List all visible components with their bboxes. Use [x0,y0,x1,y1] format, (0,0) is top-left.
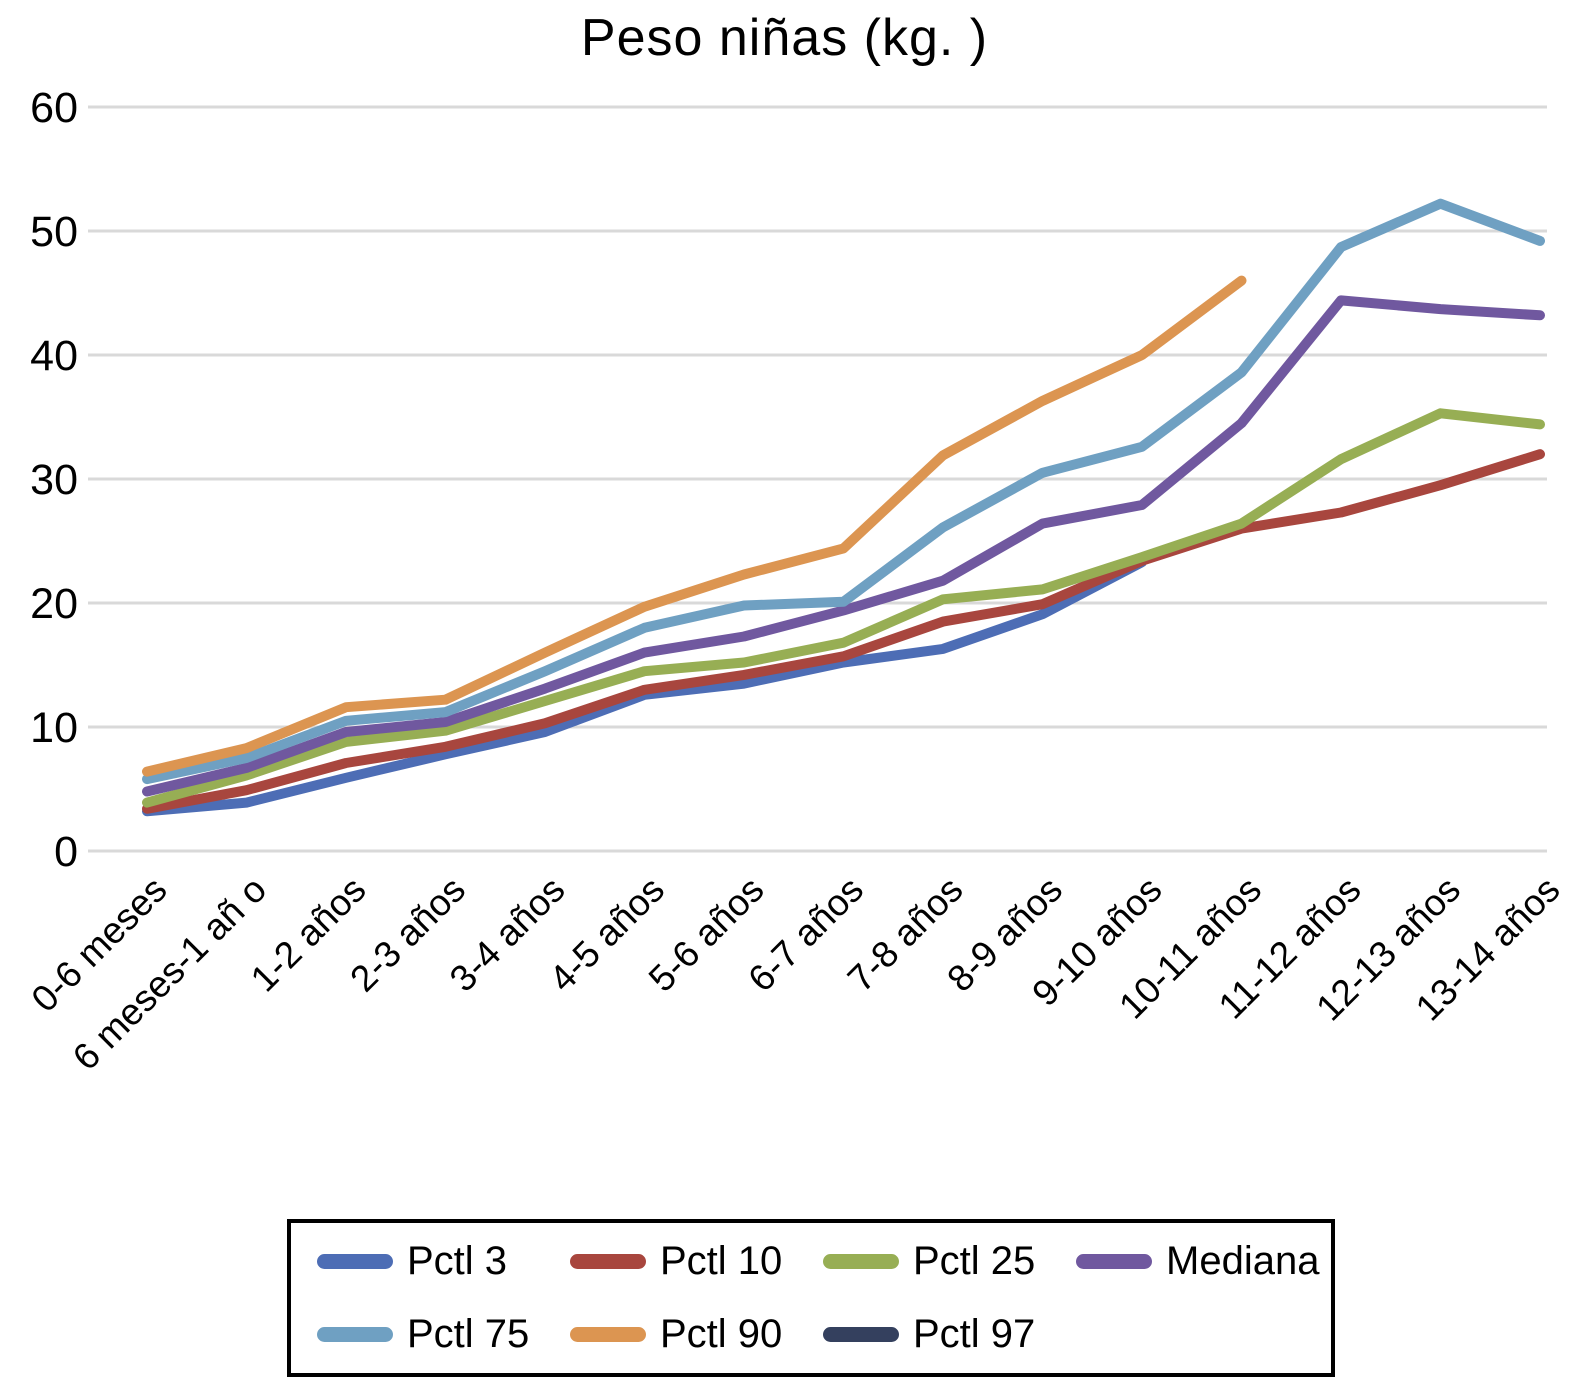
legend-item-pctl-97: Pctl 97 [823,1312,1076,1357]
legend-label: Pctl 25 [913,1239,1036,1283]
chart-title: Peso niñas (kg. ) [580,9,989,67]
legend-grid: Pctl 3 Pctl 10 Pctl 25 Mediana Pctl 75 Pctl 9… [291,1239,1331,1357]
legend-swatch-icon [823,1327,899,1342]
legend-label: Pctl 3 [407,1239,508,1283]
legend-swatch-icon [823,1254,899,1269]
legend-swatch-icon [570,1327,646,1342]
y-tick-label-10: 10 [30,704,78,752]
legend-box: Pctl 3 Pctl 10 Pctl 25 Mediana Pctl 75 Pctl 9… [287,1219,1335,1377]
legend-swatch-icon [1076,1254,1152,1269]
legend-label: Pctl 10 [660,1239,783,1283]
y-tick-label-0: 0 [54,828,78,876]
y-tick-label-60: 60 [30,84,78,132]
legend-swatch-icon [570,1254,646,1269]
legend-label: Pctl 97 [913,1312,1036,1356]
legend-label: Mediana [1166,1239,1320,1283]
series-line-pctl-10 [142,449,1545,814]
y-tick-label-20: 20 [30,580,78,628]
y-tick-label-40: 40 [30,332,78,380]
legend-item-pctl-75: Pctl 75 [317,1312,570,1357]
series-line-pctl-25 [142,408,1545,808]
series-line-mediana [142,295,1545,797]
legend-swatch-icon [317,1254,393,1269]
legend-item-mediana: Mediana [1076,1239,1329,1284]
legend-item-pctl-10: Pctl 10 [570,1239,823,1284]
legend-item-pctl-25: Pctl 25 [823,1239,1076,1284]
legend-label: Pctl 75 [407,1312,530,1356]
legend-item-pctl-90: Pctl 90 [570,1312,823,1357]
legend-label: Pctl 90 [660,1312,783,1356]
series-line-pctl-90 [142,275,1247,777]
series-line-pctl-75 [142,198,1545,785]
y-tick-label-30: 30 [30,456,78,504]
legend-swatch-icon [317,1327,393,1342]
legend-item-pctl-3: Pctl 3 [317,1239,570,1284]
y-tick-label-50: 50 [30,208,78,256]
